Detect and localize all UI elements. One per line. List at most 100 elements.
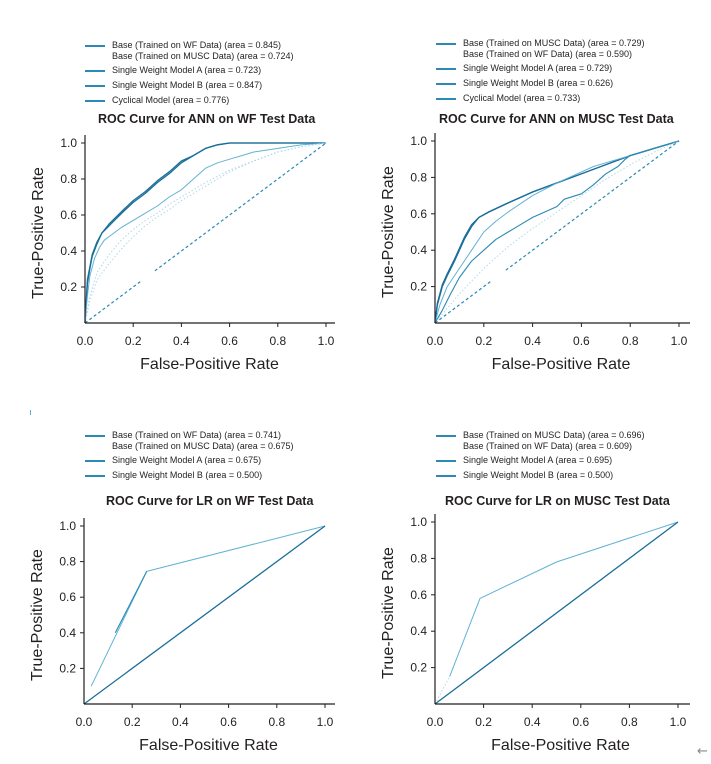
x-tick-label: 0.8: [622, 334, 639, 348]
x-tick-label: 0.8: [268, 715, 285, 729]
x-tick-label: 0.6: [221, 334, 238, 348]
chart-title: ROC Curve for ANN on MUSC Test Data: [439, 112, 674, 126]
legend-label: Cyclical Model (area = 0.776): [112, 95, 230, 105]
chart-ann-musc: Base (Trained on MUSC Data) (area = 0.72…: [350, 0, 711, 380]
series-line-single-weight-model-a: [434, 140, 680, 324]
y-tick-label: 0.8: [410, 170, 427, 184]
legend-swatch: [85, 70, 105, 72]
x-tick-label: 0.6: [572, 715, 589, 729]
x-tick-label: 0.6: [220, 715, 237, 729]
x-tick-label: 1.0: [670, 715, 687, 729]
x-tick-label: 0.8: [269, 334, 286, 348]
legend-swatch: [85, 85, 105, 87]
series-line-base-trained-on-musc-data: [434, 140, 680, 324]
x-tick-label: 0.0: [77, 334, 94, 348]
legend-swatch: [436, 435, 456, 437]
x-tick-label: 1.0: [671, 334, 688, 348]
series-line-single-weight-model-b: [84, 142, 326, 324]
x-axis-label: False-Positive Rate: [492, 356, 631, 373]
x-tick-label: 0.6: [573, 334, 590, 348]
x-tick-label: 0.2: [475, 334, 492, 348]
y-tick-label: 0.8: [60, 172, 77, 186]
series-line-base-trained-on-wf-data: [434, 140, 680, 324]
legend-label: Base (Trained on MUSC Data) (area = 0.69…: [463, 430, 645, 440]
plot-area: 0.0 0.2 0.4 0.6 0.8 1.0 0.2 0.4 0.6 0.8 1.0 False-P…: [380, 133, 690, 373]
legend-label: Single Weight Model B (area = 0.847): [112, 80, 263, 90]
legend-label: Single Weight Model B (area = 0.626): [463, 78, 614, 88]
y-tick-label: 0.2: [410, 280, 427, 294]
legend-label: Single Weight Model A (area = 0.695): [463, 455, 613, 465]
y-tick-label: 0.4: [410, 243, 427, 257]
chart-title: ROC Curve for ANN on WF Test Data: [98, 112, 316, 126]
y-tick-label: 1.0: [410, 515, 427, 529]
y-tick-label: 0.2: [59, 661, 76, 675]
y-tick-label: 0.4: [410, 624, 427, 638]
series-line-chance: [84, 281, 141, 324]
series-line-chance: [505, 140, 680, 271]
plot-area: 0.0 0.2 0.4 0.6 0.8 1.0 0.2 0.4 0.6 0.8 1.0 False-P…: [380, 514, 690, 754]
legend-label: Single Weight Model A (area = 0.675): [112, 455, 262, 465]
legend-label: Base (Trained on MUSC Data) (area = 0.67…: [112, 441, 294, 451]
back-arrow-icon[interactable]: ←: [697, 744, 708, 759]
legend-label: Base (Trained on WF Data) (area = 0.845): [112, 40, 281, 50]
y-tick-label: 0.2: [60, 280, 77, 294]
x-tick-label: 1.0: [318, 334, 335, 348]
legend-swatch: [85, 100, 105, 102]
y-tick-label: 0.2: [410, 661, 427, 675]
series-line-single-weight-model-b: [83, 525, 326, 705]
legend-label: Single Weight Model B (area = 0.500): [463, 470, 614, 480]
chart-ann-wf: Base (Trained on WF Data) (area = 0.845)…: [0, 0, 355, 380]
y-axis-label: True-Positive Rate: [30, 167, 47, 299]
y-tick-label: 1.0: [60, 136, 77, 150]
x-tick-label: 0.4: [524, 715, 541, 729]
legend-swatch: [436, 83, 456, 85]
legend-swatch: [85, 475, 105, 477]
x-axis-label: False-Positive Rate: [140, 356, 279, 373]
x-axis-label: False-Positive Rate: [491, 737, 630, 754]
x-axis-label: False-Positive Rate: [139, 737, 278, 754]
stray-mark: [30, 410, 31, 415]
plot-area: 0.0 0.2 0.4 0.6 0.8 1.0 0.2 0.4 0.6 0.8 1.0 False-P…: [30, 135, 335, 373]
x-tick-label: 0.8: [621, 715, 638, 729]
series-line-base-trained-on-wf-data: [434, 676, 451, 705]
legend-label: Base (Trained on MUSC Data) (area = 0.72…: [112, 51, 294, 61]
x-tick-label: 0.4: [172, 715, 189, 729]
chart-lr-wf: Base (Trained on WF Data) (area = 0.741)…: [0, 390, 355, 764]
x-tick-label: 0.0: [427, 334, 444, 348]
series-line-single-weight-model-a: [114, 571, 148, 634]
legend-label: Base (Trained on WF Data) (area = 0.609): [463, 441, 632, 451]
chart-lr-musc: Base (Trained on MUSC Data) (area = 0.69…: [350, 390, 711, 764]
legend-swatch: [436, 460, 456, 462]
y-tick-label: 0.8: [59, 555, 76, 569]
y-tick-label: 0.6: [410, 588, 427, 602]
legend-swatch: [85, 435, 105, 437]
y-tick-label: 0.8: [410, 551, 427, 565]
series-line-single-weight-model-a: [449, 521, 679, 677]
y-tick-label: 0.6: [59, 590, 76, 604]
legend-swatch: [85, 460, 105, 462]
series-line-base-trained-on-wf-data: [90, 525, 326, 687]
legend-label: Base (Trained on WF Data) (area = 0.741): [112, 430, 281, 440]
x-tick-label: 0.0: [76, 715, 93, 729]
legend-label: Single Weight Model A (area = 0.729): [463, 63, 613, 73]
x-tick-label: 0.4: [173, 334, 190, 348]
y-tick-label: 1.0: [59, 519, 76, 533]
legend-swatch: [436, 475, 456, 477]
series-line-single-weight-model-b: [434, 140, 680, 324]
x-tick-label: 1.0: [317, 715, 334, 729]
chart-title: ROC Curve for LR on MUSC Test Data: [445, 494, 670, 508]
legend-swatch: [436, 43, 456, 45]
x-tick-label: 0.2: [124, 715, 141, 729]
series-line-cyclical-model: [84, 142, 327, 324]
series-line-chance: [154, 142, 327, 272]
x-tick-label: 0.2: [125, 334, 142, 348]
legend-label: Base (Trained on MUSC Data) (area = 0.72…: [463, 38, 645, 48]
legend-label: Base (Trained on WF Data) (area = 0.590): [463, 49, 632, 59]
x-tick-label: 0.0: [427, 715, 444, 729]
series-line-chance: [434, 280, 492, 324]
series-line-single-weight-model-b: [434, 521, 679, 705]
y-tick-label: 0.4: [60, 244, 77, 258]
chart-title: ROC Curve for LR on WF Test Data: [106, 494, 314, 508]
y-tick-label: 0.6: [410, 207, 427, 221]
x-tick-label: 0.4: [524, 334, 541, 348]
